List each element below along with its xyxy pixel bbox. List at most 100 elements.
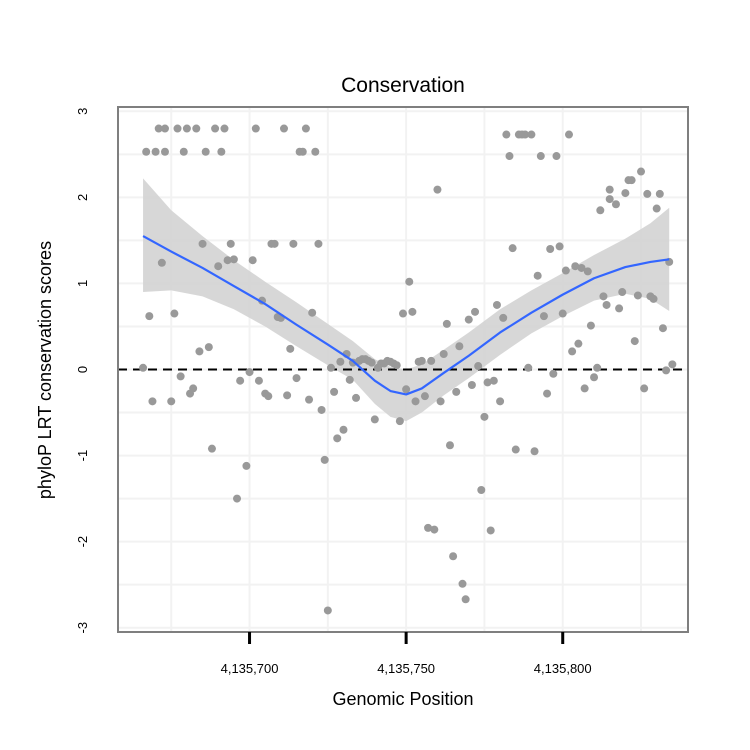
data-point xyxy=(330,387,339,396)
data-point xyxy=(189,384,198,393)
data-point xyxy=(527,130,536,139)
data-point xyxy=(264,392,273,401)
smooth-trend-line xyxy=(142,235,670,396)
data-point xyxy=(643,189,652,198)
data-point xyxy=(157,258,166,267)
data-point xyxy=(621,189,630,198)
data-point xyxy=(602,300,611,309)
data-point xyxy=(552,152,561,161)
x-axis-label: Genomic Position xyxy=(332,689,473,709)
data-point xyxy=(192,124,201,133)
data-point xyxy=(420,392,429,401)
data-point xyxy=(633,291,642,300)
data-point xyxy=(668,360,677,369)
data-point xyxy=(533,271,542,280)
data-point xyxy=(652,204,661,213)
data-point xyxy=(555,242,564,251)
data-point xyxy=(283,391,292,400)
data-point xyxy=(292,374,301,383)
data-point xyxy=(139,363,148,372)
data-point xyxy=(211,124,220,133)
x-tick-label: 4,135,800 xyxy=(534,661,592,676)
data-point xyxy=(427,356,436,365)
data-point xyxy=(593,363,602,372)
data-point xyxy=(445,441,454,450)
data-point xyxy=(182,124,191,133)
data-point xyxy=(492,300,501,309)
data-point xyxy=(630,337,639,346)
data-point xyxy=(233,494,242,503)
y-tick-label: 1 xyxy=(75,280,90,287)
plot-panel-border xyxy=(117,106,689,633)
data-point xyxy=(195,347,204,356)
data-point xyxy=(370,415,379,424)
data-point xyxy=(583,267,592,276)
data-point xyxy=(289,239,298,248)
data-point xyxy=(489,376,498,385)
data-point xyxy=(367,358,376,367)
data-point xyxy=(333,434,342,443)
data-point xyxy=(198,239,207,248)
data-point xyxy=(317,405,326,414)
data-point xyxy=(154,124,163,133)
data-point xyxy=(658,324,667,333)
data-point xyxy=(305,395,314,404)
data-points xyxy=(139,124,677,615)
data-point xyxy=(160,124,169,133)
data-point xyxy=(279,124,288,133)
data-point xyxy=(461,595,470,604)
data-point xyxy=(611,200,620,209)
data-point xyxy=(245,368,254,377)
data-point xyxy=(145,312,154,321)
data-point xyxy=(405,277,414,286)
data-point xyxy=(511,445,520,454)
data-point xyxy=(521,130,530,139)
data-point xyxy=(326,363,335,372)
data-point xyxy=(424,523,433,532)
data-point xyxy=(217,147,226,156)
y-tick-label: 3 xyxy=(75,108,90,115)
y-tick-label: -3 xyxy=(75,622,90,634)
data-point xyxy=(615,304,624,313)
data-point xyxy=(226,239,235,248)
data-point xyxy=(564,130,573,139)
data-point xyxy=(223,256,232,265)
data-point xyxy=(201,147,210,156)
data-point xyxy=(452,387,461,396)
data-point xyxy=(301,124,310,133)
data-point xyxy=(467,380,476,389)
data-point xyxy=(590,373,599,382)
data-point xyxy=(173,124,182,133)
data-point xyxy=(640,384,649,393)
data-point xyxy=(574,339,583,348)
data-point xyxy=(160,147,169,156)
data-point xyxy=(580,384,589,393)
data-point xyxy=(546,245,555,254)
data-point xyxy=(524,363,533,372)
y-tick-label: 2 xyxy=(75,194,90,201)
x-tick-label: 4,135,750 xyxy=(377,661,435,676)
data-point xyxy=(662,366,671,375)
data-point xyxy=(254,376,263,385)
data-point xyxy=(655,189,664,198)
data-point xyxy=(176,372,185,381)
y-tick-label: -2 xyxy=(75,536,90,548)
data-point xyxy=(229,255,238,264)
data-point xyxy=(248,256,257,265)
data-point xyxy=(436,397,445,406)
data-point xyxy=(339,425,348,434)
data-point xyxy=(439,350,448,359)
data-point xyxy=(411,397,420,406)
data-point xyxy=(627,176,636,185)
data-point xyxy=(508,244,517,253)
data-point xyxy=(605,195,614,204)
data-point xyxy=(286,344,295,353)
y-axis-label: phyloP LRT conservation scores xyxy=(35,241,55,499)
data-point xyxy=(486,526,495,535)
data-point xyxy=(558,309,567,318)
data-point xyxy=(539,312,548,321)
data-point xyxy=(499,313,508,322)
data-point xyxy=(471,307,480,316)
data-point xyxy=(142,147,151,156)
